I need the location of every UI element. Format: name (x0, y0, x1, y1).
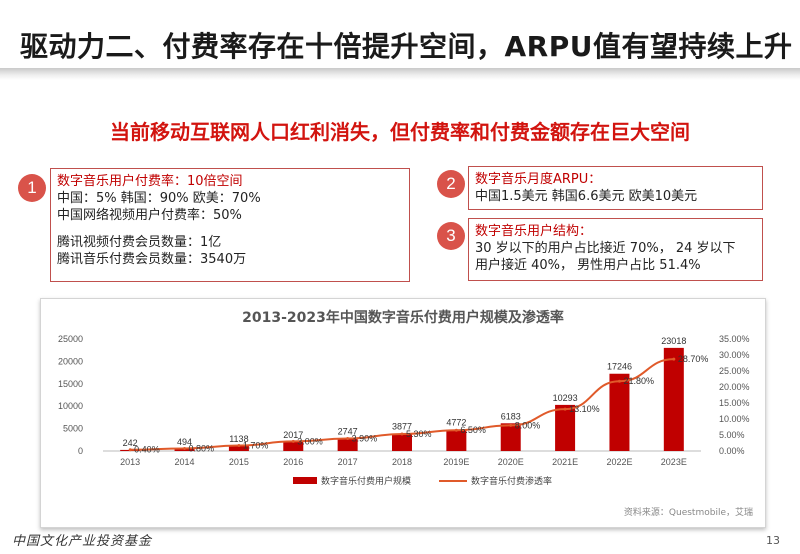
page-number: 13 (766, 534, 780, 547)
bar-value-label: 10293 (553, 393, 578, 403)
y-right-tick-label: 25.00% (719, 366, 750, 376)
x-tick-label: 2022E (606, 457, 632, 467)
chart-title: 2013-2023年中国数字音乐付费用户规模及渗透率 (242, 310, 564, 326)
box-1-heading: 数字音乐用户付费率：10倍空间 (57, 174, 243, 189)
chart-panel: 2013-2023年中国数字音乐付费用户规模及渗透率 0 5000 10000 150… (40, 298, 766, 528)
bar (446, 429, 467, 451)
box-3-line: 用户接近 40%， 男性用户占比 51.4% (475, 258, 701, 273)
bar (500, 423, 521, 451)
line-value-label: 3.00% (297, 436, 323, 446)
line-point (183, 446, 187, 450)
bar-value-label: 2017 (283, 430, 303, 440)
y-left-tick-label: 25000 (58, 334, 83, 344)
box-1-line: 腾讯音乐付费会员数量：3540万 (57, 252, 247, 267)
x-tick-label: 2016 (283, 457, 303, 467)
line-point (509, 423, 513, 427)
line-value-label: 6.50% (460, 425, 486, 435)
y-left-tick-label: 0 (78, 446, 83, 456)
line-value-label: 0.80% (189, 443, 215, 453)
box-1-line: 腾讯视频付费会员数量：1亿 (57, 235, 222, 250)
y-right-tick-label: 35.00% (719, 334, 750, 344)
box-3-heading: 数字音乐用户结构： (475, 224, 593, 239)
legend-line-label: 数字音乐付费渗透率 (471, 475, 552, 486)
bar (283, 441, 304, 451)
bar-value-label: 23018 (661, 336, 686, 346)
x-tick-label: 2018 (392, 457, 412, 467)
info-box-3: 数字音乐用户结构： 30 岁以下的用户占比接近 70%， 24 岁以下 用户接近… (468, 218, 763, 281)
page-subtitle: 当前移动互联网人口红利消失，但付费率和付费金额存在巨大空间 (110, 120, 690, 144)
box-1-line: 中国：5% 韩国：90% 欧美：70% (57, 191, 261, 206)
bar-value-label: 6183 (501, 411, 521, 421)
x-tick-label: 2023E (661, 457, 687, 467)
bar (392, 433, 412, 451)
bar (663, 347, 684, 451)
line-value-label: 13.10% (569, 404, 600, 414)
info-box-1: 数字音乐用户付费率：10倍空间 中国：5% 韩国：90% 欧美：70% 中国网络… (50, 168, 410, 282)
y-right-tick-label: 10.00% (719, 414, 750, 424)
x-tick-label: 2019E (443, 457, 469, 467)
y-right-tick-label: 5.00% (719, 430, 745, 440)
line-point (346, 437, 350, 441)
line-value-label: 1.70% (243, 441, 269, 451)
box-2-line: 中国1.5美元 韩国6.6美元 欧美10美元 (475, 189, 698, 204)
line-value-label: 8.00% (515, 420, 541, 430)
line-point (672, 357, 676, 361)
x-tick-label: 2013 (120, 457, 140, 467)
y-right-tick-label: 30.00% (719, 350, 750, 360)
source-note: 资料来源：Questmobile，艾瑞 (623, 508, 753, 518)
bar-value-label: 242 (123, 438, 138, 448)
bar (337, 438, 358, 451)
line-point (128, 448, 132, 452)
y-left-tick-label: 10000 (58, 401, 83, 411)
x-tick-label: 2020E (498, 457, 524, 467)
line-value-label: 21.80% (623, 376, 654, 386)
line-point (563, 407, 567, 411)
chart-svg: 0 5000 10000 15000 20000 25000 0.00% 5.00% 10.00… (58, 334, 750, 486)
bar-value-label: 2747 (338, 427, 358, 437)
x-tick-label: 2021E (552, 457, 578, 467)
line-value-label: 0.40% (134, 445, 160, 455)
footer-logo: 中国文化产业投资基金 (12, 534, 153, 549)
line-point (291, 439, 295, 443)
bar-value-label: 1138 (229, 434, 248, 444)
bar (555, 404, 576, 451)
x-tick-label: 2015 (229, 457, 249, 467)
box-2-number: 2 (437, 170, 465, 198)
bar-value-label: 3877 (392, 422, 412, 432)
y-right-tick-label: 20.00% (719, 382, 750, 392)
box-1-line: 中国网络视频用户付费率：50% (57, 208, 242, 223)
x-tick-label: 2017 (338, 457, 358, 467)
line-value-label: 28.70% (678, 354, 709, 364)
bar (609, 373, 630, 451)
bar-value-label: 494 (177, 437, 192, 447)
line-point (237, 444, 241, 448)
y-left-tick-label: 5000 (63, 424, 83, 434)
bar (228, 445, 249, 451)
line-point (617, 379, 621, 383)
x-tick-label: 2014 (175, 457, 195, 467)
line-value-label: 5.30% (406, 429, 432, 439)
y-right-tick-label: 0.00% (719, 446, 745, 456)
box-1-number: 1 (18, 174, 46, 202)
box-2-heading: 数字音乐月度ARPU： (475, 172, 602, 187)
info-box-2: 数字音乐月度ARPU： 中国1.5美元 韩国6.6美元 欧美10美元 (468, 166, 763, 210)
legend-bar-label: 数字音乐付费用户规模 (321, 475, 411, 486)
bar-value-label: 4772 (446, 418, 466, 428)
penetration-line (130, 358, 674, 451)
box-3-number: 3 (437, 222, 465, 250)
box-1-spacer (57, 224, 403, 234)
y-right-tick-label: 15.00% (719, 398, 750, 408)
box-3-line: 30 岁以下的用户占比接近 70%， 24 岁以下 (475, 241, 736, 256)
line-point (454, 428, 458, 432)
line-value-label: 3.90% (352, 434, 378, 444)
legend-bar-swatch (293, 477, 317, 484)
title-divider (0, 68, 800, 80)
y-left-tick-label: 20000 (58, 356, 83, 366)
y-left-tick-label: 15000 (58, 379, 83, 389)
page-title: 驱动力二、付费率存在十倍提升空间，ARPU值有望持续上升 (20, 30, 793, 63)
line-point (400, 432, 404, 436)
bar-value-label: 17246 (607, 362, 632, 372)
